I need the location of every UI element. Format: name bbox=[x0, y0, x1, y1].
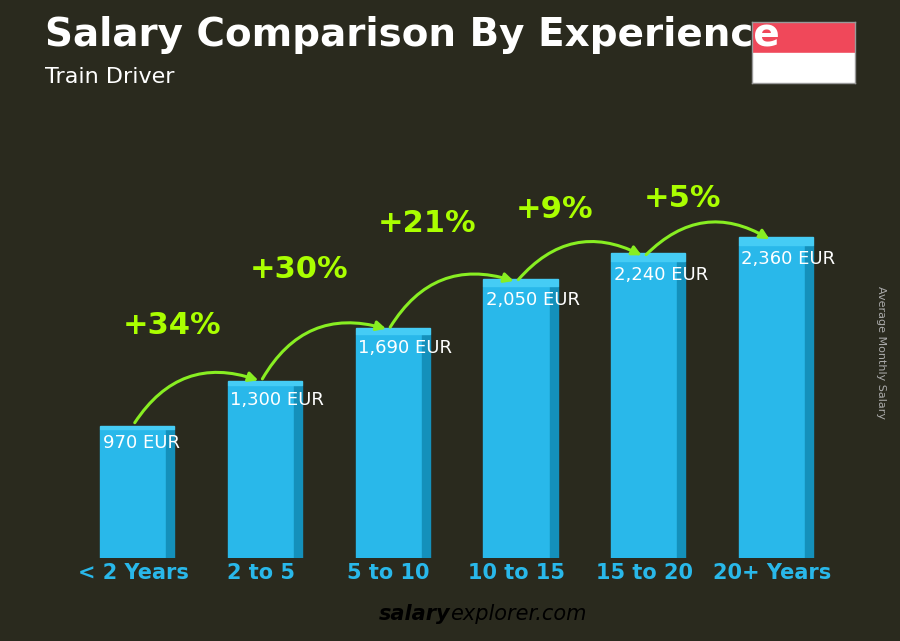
Text: +30%: +30% bbox=[250, 255, 348, 284]
Text: +9%: +9% bbox=[516, 195, 594, 224]
Bar bbox=[678, 261, 686, 558]
Bar bbox=[483, 286, 550, 558]
Text: Salary Comparison By Experience: Salary Comparison By Experience bbox=[45, 16, 779, 54]
Bar bbox=[752, 22, 855, 53]
Text: Train Driver: Train Driver bbox=[45, 67, 175, 87]
Bar bbox=[752, 53, 855, 83]
Bar bbox=[739, 237, 814, 245]
Text: +21%: +21% bbox=[378, 209, 476, 238]
Text: salary: salary bbox=[378, 604, 450, 624]
Bar bbox=[228, 381, 302, 385]
Text: +34%: +34% bbox=[122, 310, 220, 340]
Text: +5%: +5% bbox=[644, 184, 721, 213]
Text: explorer.com: explorer.com bbox=[450, 604, 587, 624]
Bar bbox=[483, 279, 558, 286]
Bar bbox=[166, 429, 175, 558]
Text: 1,690 EUR: 1,690 EUR bbox=[358, 339, 452, 357]
Bar bbox=[356, 333, 422, 558]
Text: Average Monthly Salary: Average Monthly Salary bbox=[877, 286, 886, 419]
Bar bbox=[611, 253, 686, 261]
Text: 970 EUR: 970 EUR bbox=[103, 435, 180, 453]
Bar bbox=[294, 385, 302, 558]
Bar bbox=[422, 333, 430, 558]
Bar bbox=[356, 328, 430, 333]
Bar bbox=[100, 429, 166, 558]
Text: 2,050 EUR: 2,050 EUR bbox=[486, 291, 580, 309]
Text: 2,360 EUR: 2,360 EUR bbox=[742, 250, 835, 268]
Bar bbox=[550, 286, 558, 558]
Bar bbox=[806, 245, 814, 558]
Text: 2,240 EUR: 2,240 EUR bbox=[614, 266, 707, 284]
Text: 1,300 EUR: 1,300 EUR bbox=[230, 390, 324, 408]
Bar bbox=[100, 426, 175, 429]
Bar bbox=[611, 261, 678, 558]
Bar bbox=[228, 385, 294, 558]
Bar bbox=[739, 245, 806, 558]
